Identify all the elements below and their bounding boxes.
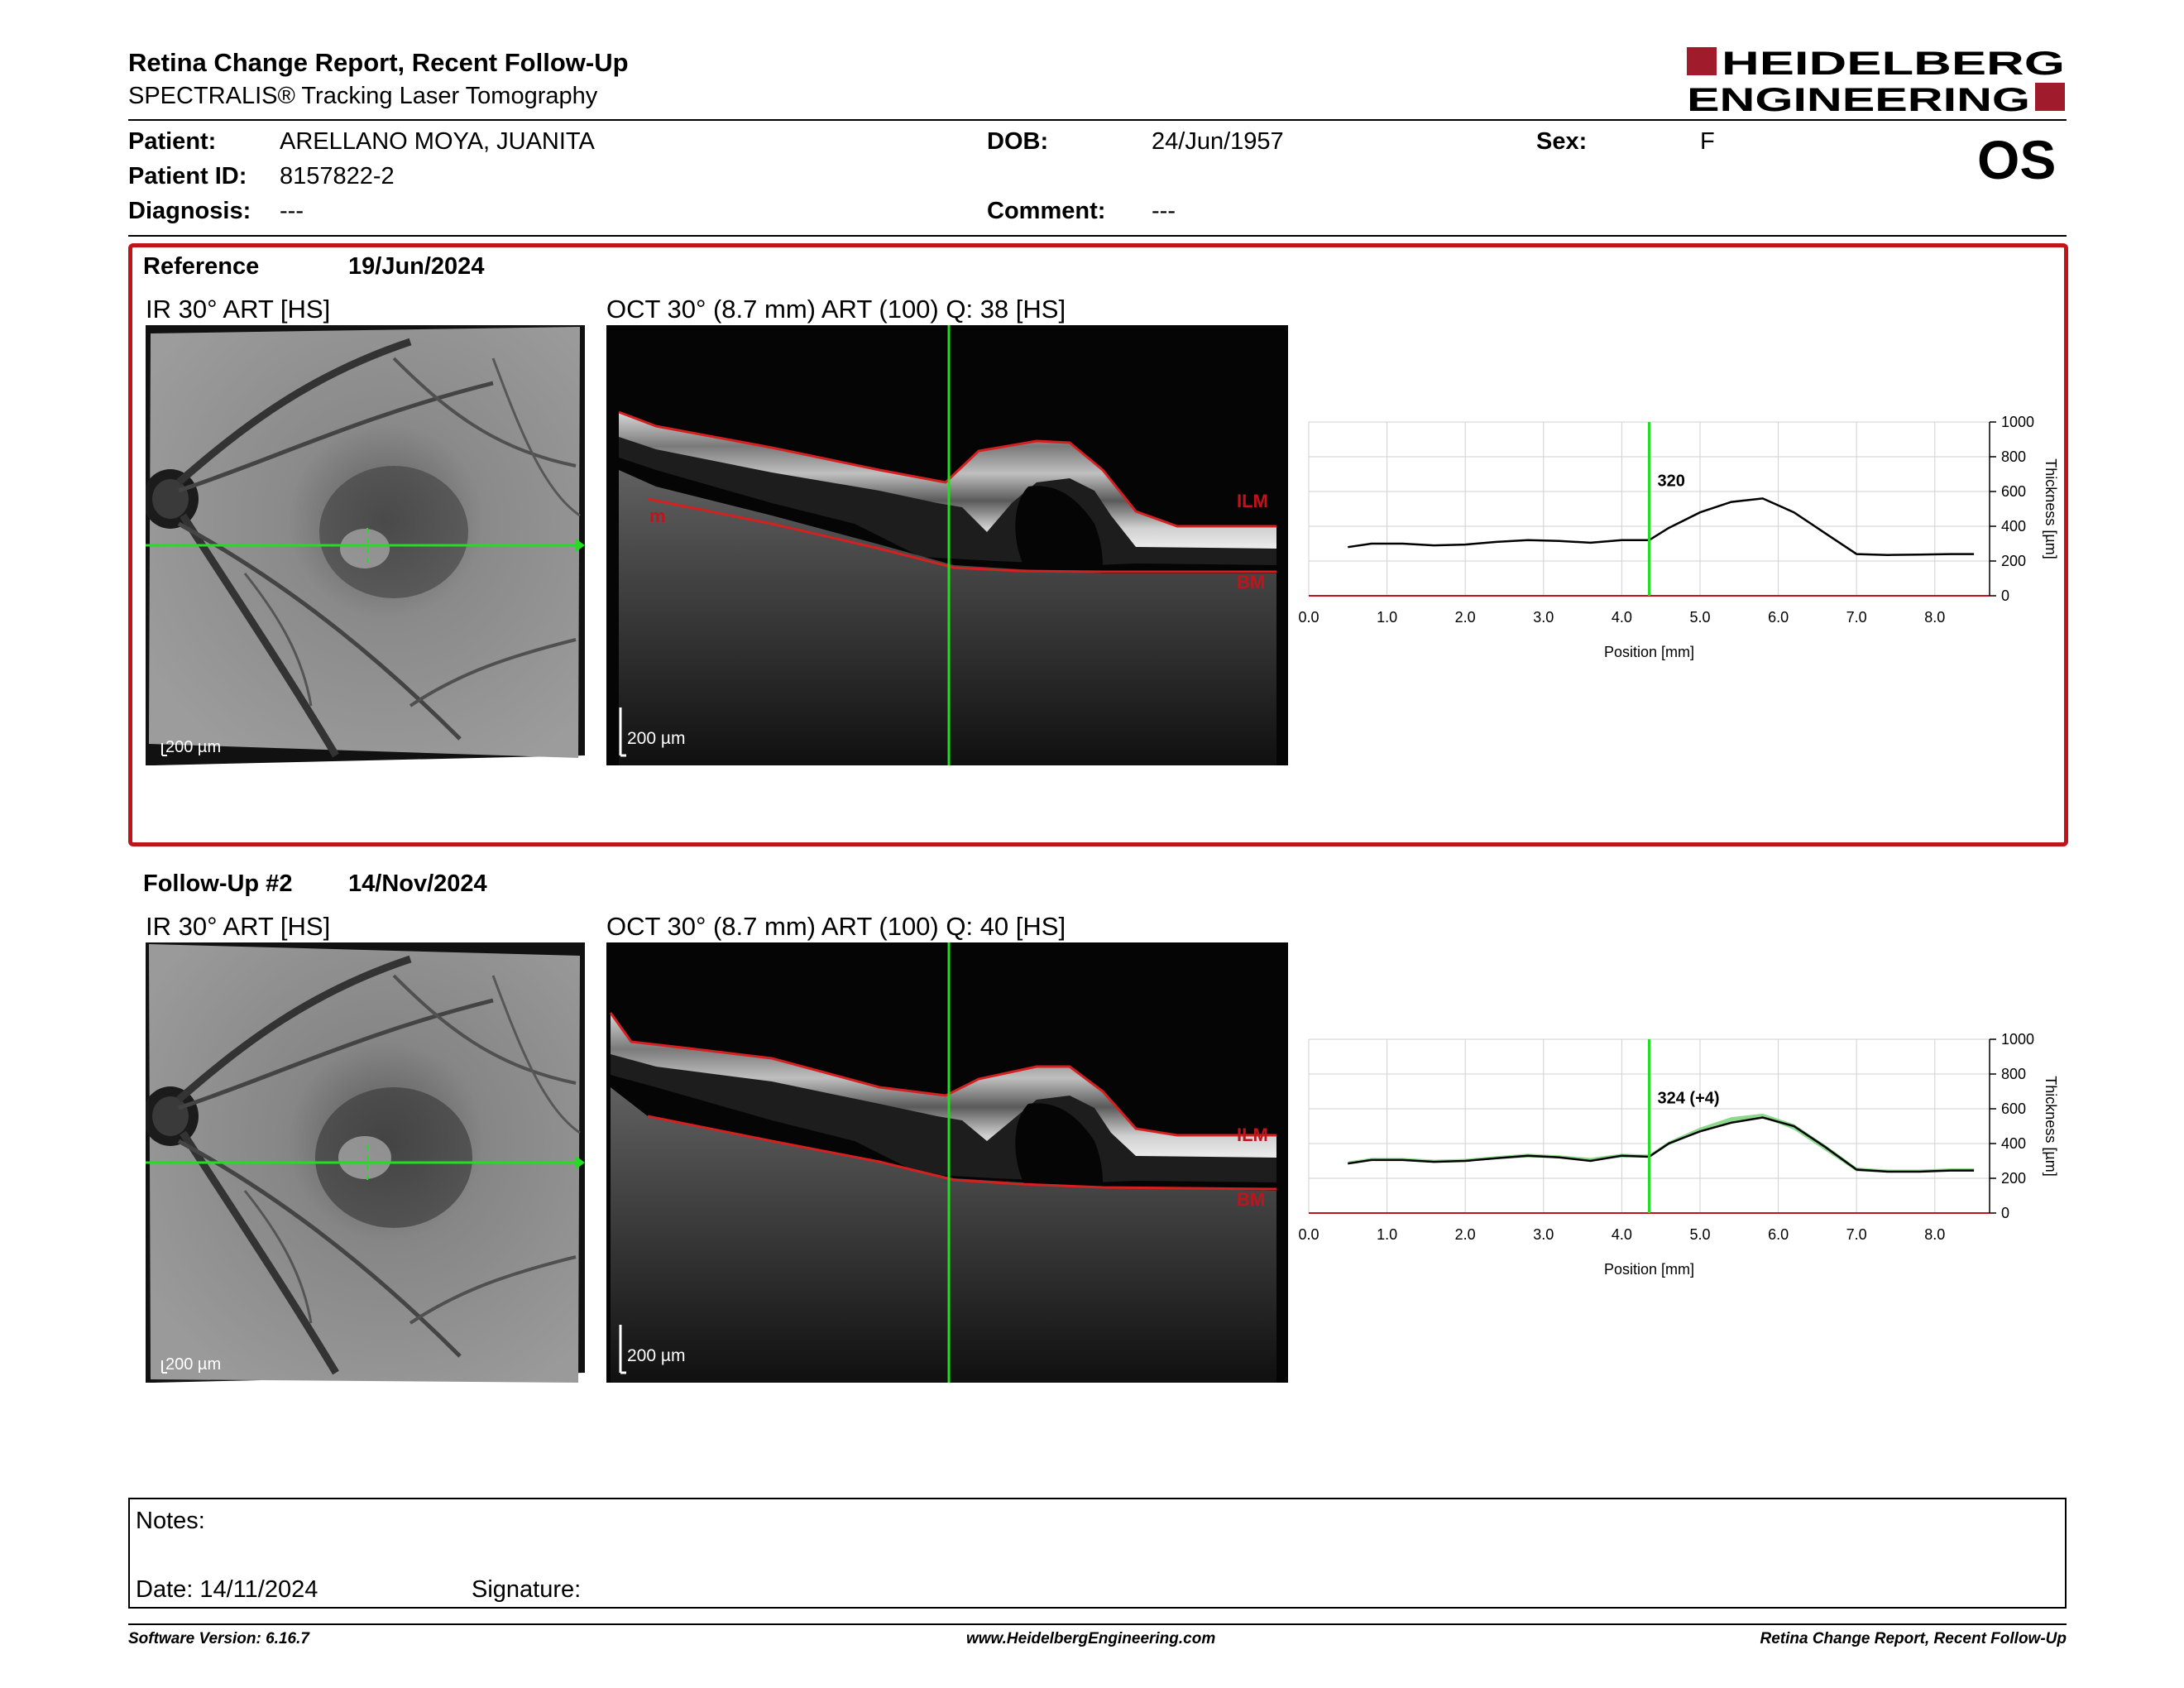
footer-website[interactable]: www.HeidelbergEngineering.com — [966, 1630, 1216, 1647]
ref-ir-scale: 200 µm — [165, 738, 221, 756]
report-title: Retina Change Report, Recent Follow-Up — [128, 48, 629, 77]
y-tick-label: 1000 — [2001, 1031, 2034, 1048]
footer-software-version: Software Version: 6.16.7 — [128, 1630, 309, 1647]
followup-oct-title: OCT 30° (8.7 mm) ART (100) Q: 40 [HS] — [606, 912, 1066, 941]
sex-value: F — [1700, 128, 1715, 155]
ref-bm-label: BM — [1237, 572, 1265, 592]
x-tick-label: 4.0 — [1612, 1226, 1632, 1243]
y-tick-label: 600 — [2001, 1101, 2026, 1117]
y-tick-label: 0 — [2001, 1205, 2009, 1221]
diagnosis-label: Diagnosis: — [128, 198, 251, 224]
heidelberg-logo: HEIDELBERG ENGINEERING — [1684, 45, 2067, 118]
fu-bm-label: BM — [1237, 1189, 1265, 1210]
followup-ir-title: IR 30° ART [HS] — [146, 912, 331, 941]
marker-value-label: 324 (+4) — [1658, 1090, 1720, 1108]
x-tick-label: 1.0 — [1377, 1226, 1397, 1243]
y-tick-label: 1000 — [2001, 414, 2034, 430]
logo-line2: ENGINEERING — [1687, 82, 2030, 116]
x-tick-label: 2.0 — [1455, 609, 1476, 626]
thickness-difference-area — [1348, 1113, 1975, 1172]
comment-label: Comment: — [987, 198, 1106, 224]
thickness-series-line — [1348, 497, 1975, 556]
patient-id-value: 8157822-2 — [280, 163, 395, 189]
ref-m-label: m — [649, 506, 666, 526]
comment-value: --- — [1152, 198, 1176, 224]
x-tick-label: 4.0 — [1612, 609, 1632, 626]
reference-label: Reference — [143, 253, 260, 280]
x-tick-label: 5.0 — [1689, 609, 1710, 626]
followup-oct-image[interactable]: ILM BM 200 µm — [606, 942, 1288, 1383]
y-tick-label: 400 — [2001, 518, 2026, 535]
patient-label: Patient: — [128, 128, 217, 155]
x-tick-label: 3.0 — [1533, 609, 1554, 626]
report-subtitle: SPECTRALIS® Tracking Laser Tomography — [128, 83, 598, 109]
patient-name: ARELLANO MOYA, JUANITA — [280, 128, 595, 155]
reference-frame — [128, 243, 2068, 846]
y-axis-label: Thickness [µm] — [2043, 458, 2059, 559]
dob-label: DOB: — [987, 128, 1049, 155]
fu-oct-scale: 200 µm — [627, 1346, 685, 1365]
y-tick-label: 600 — [2001, 483, 2026, 500]
logo-line1: HEIDELBERG — [1722, 46, 2065, 82]
notes-box[interactable] — [128, 1498, 2067, 1609]
footer-report-name: Retina Change Report, Recent Follow-Up — [1760, 1630, 2067, 1647]
x-axis-label: Position [mm] — [1604, 644, 1694, 660]
fu-ilm-label: ILM — [1237, 1125, 1268, 1145]
y-axis-label: Thickness [µm] — [2043, 1076, 2059, 1176]
x-tick-label: 3.0 — [1533, 1226, 1554, 1243]
x-axis-label: Position [mm] — [1604, 1261, 1694, 1278]
ref-oct-scale: 200 µm — [627, 729, 685, 748]
fu-ir-scale: 200 µm — [165, 1355, 221, 1374]
notes-date: Date: 14/11/2024 — [136, 1576, 318, 1603]
reference-oct-image[interactable]: ILM BM m 200 µm — [606, 325, 1288, 765]
y-tick-label: 800 — [2001, 448, 2026, 465]
y-tick-label: 0 — [2001, 587, 2009, 604]
y-tick-label: 800 — [2001, 1066, 2026, 1082]
followup-date: 14/Nov/2024 — [348, 870, 487, 897]
reference-thickness-chart: 0 200 400 600 800 1000 0.0 1.0 2.0 3.0 4.0 5.0 6.0 7.… — [1298, 405, 2085, 679]
reference-date: 19/Jun/2024 — [348, 253, 485, 280]
followup-thickness-chart: 0 200 400 600 800 1000 0.0 1.0 2.0 3.0 4.0 5.0 6.0 7.… — [1298, 1023, 2085, 1296]
ref-ilm-label: ILM — [1237, 491, 1268, 511]
diagnosis-value: --- — [280, 198, 304, 224]
y-tick-label: 200 — [2001, 1170, 2026, 1187]
x-tick-label: 8.0 — [1924, 609, 1945, 626]
reference-ir-image[interactable]: 200 µm — [146, 325, 585, 765]
x-tick-label: 0.0 — [1299, 609, 1320, 626]
x-tick-label: 5.0 — [1689, 1226, 1710, 1243]
marker-value-label: 320 — [1658, 472, 1685, 491]
x-tick-label: 2.0 — [1455, 1226, 1476, 1243]
y-tick-label: 400 — [2001, 1135, 2026, 1152]
x-tick-label: 6.0 — [1768, 1226, 1789, 1243]
x-tick-label: 0.0 — [1299, 1226, 1320, 1243]
followup-label: Follow-Up #2 — [143, 870, 293, 897]
sex-label: Sex: — [1536, 128, 1588, 155]
x-tick-label: 8.0 — [1924, 1226, 1945, 1243]
followup-ir-image[interactable]: 200 µm — [146, 942, 585, 1383]
x-tick-label: 7.0 — [1846, 609, 1867, 626]
x-tick-label: 6.0 — [1768, 609, 1789, 626]
eye-indicator: OS — [1977, 129, 2057, 190]
x-tick-label: 1.0 — [1377, 609, 1397, 626]
dob-value: 24/Jun/1957 — [1152, 128, 1284, 155]
x-tick-label: 7.0 — [1846, 1226, 1867, 1243]
thickness-series-line — [1348, 1116, 1975, 1173]
y-tick-label: 200 — [2001, 553, 2026, 569]
reference-ir-title: IR 30° ART [HS] — [146, 295, 331, 324]
patient-id-label: Patient ID: — [128, 163, 247, 189]
reference-oct-title: OCT 30° (8.7 mm) ART (100) Q: 38 [HS] — [606, 295, 1066, 324]
notes-label: Notes: — [136, 1508, 205, 1534]
signature-label: Signature: — [472, 1576, 582, 1603]
